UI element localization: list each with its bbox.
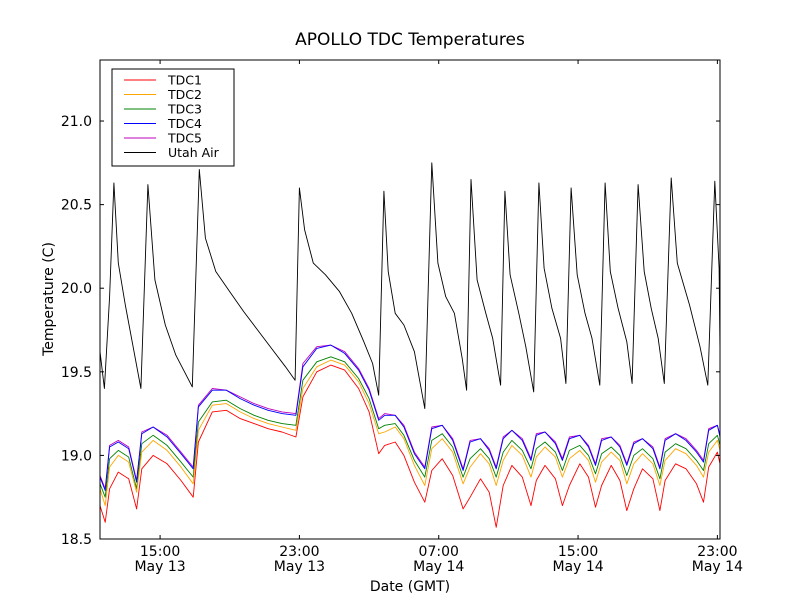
series-line-tdc1 — [100, 364, 720, 528]
series-line-tdc3 — [100, 356, 720, 498]
series-layer — [100, 162, 720, 528]
y-tick-label: 19.5 — [61, 365, 92, 381]
series-line-tdc4 — [100, 344, 720, 491]
plot-frame — [99, 59, 721, 540]
legend-label-utah-air: Utah Air — [168, 145, 220, 160]
legend-label-tdc3: TDC3 — [167, 102, 202, 117]
y-tick-label: 20.0 — [61, 281, 92, 297]
legend-label-tdc4: TDC4 — [167, 116, 202, 131]
x-tick-label-date: May 14 — [692, 559, 743, 575]
y-axis: 18.5 19.0 19.5 20.0 20.5 21.0 — [61, 114, 720, 548]
y-tick-label: 21.0 — [61, 114, 92, 130]
chart-title: APOLLO TDC Temperatures — [295, 30, 525, 50]
legend-box — [111, 68, 235, 167]
x-tick-label-time: 23:00 — [697, 544, 737, 560]
legend-label-tdc5: TDC5 — [167, 131, 202, 146]
legend-label-tdc1: TDC1 — [167, 73, 202, 88]
x-tick-label-date: May 13 — [274, 559, 325, 575]
y-axis-label: Temperature (C) — [41, 242, 57, 357]
y-tick-label: 18.5 — [61, 532, 92, 548]
x-tick-label-date: May 13 — [134, 559, 185, 575]
x-tick-label-time: 15:00 — [558, 544, 598, 560]
x-tick-label-date: May 14 — [552, 559, 603, 575]
x-tick-label-time: 07:00 — [419, 544, 459, 560]
x-tick-label-time: 23:00 — [279, 544, 319, 560]
series-line-utah-air — [100, 162, 720, 410]
y-tick-label: 19.0 — [61, 448, 92, 464]
series-line-tdc2 — [100, 359, 720, 507]
x-tick-label-time: 15:00 — [140, 544, 180, 560]
legend-label-tdc2: TDC2 — [167, 87, 202, 102]
series-line-tdc5 — [100, 344, 720, 490]
x-axis-label: Date (GMT) — [370, 579, 450, 595]
x-tick-label-date: May 14 — [413, 559, 464, 575]
y-tick-label: 20.5 — [61, 198, 92, 214]
